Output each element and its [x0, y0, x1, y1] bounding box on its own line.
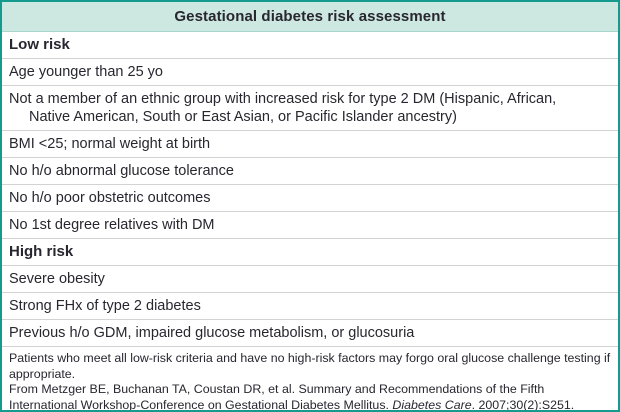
citation-suffix: . 2007;30(2):S251.: [471, 397, 575, 412]
footnote-low-risk-note: Patients who meet all low-risk criteria …: [9, 351, 611, 381]
low-risk-row-ethnicity-line2: Native American, South or East Asian, or…: [29, 109, 457, 125]
high-risk-row-fhx: Strong FHx of type 2 diabetes: [2, 293, 618, 320]
section-header-high-risk: High risk: [2, 239, 618, 266]
low-risk-row-glucose-tolerance: No h/o abnormal glucose tolerance: [2, 158, 618, 185]
citation-prefix: From Metzger BE, Buchanan TA, Coustan DR…: [9, 382, 545, 412]
low-risk-row-bmi: BMI <25; normal weight at birth: [2, 131, 618, 158]
low-risk-row-age: Age younger than 25 yo: [2, 59, 618, 86]
high-risk-row-gdm-history: Previous h/o GDM, impaired glucose metab…: [2, 320, 618, 347]
footnote-source-citation: From Metzger BE, Buchanan TA, Coustan DR…: [9, 382, 611, 412]
section-header-low-risk: Low risk: [2, 32, 618, 59]
low-risk-row-relatives: No 1st degree relatives with DM: [2, 212, 618, 239]
low-risk-row-obstetric-outcomes: No h/o poor obstetric outcomes: [2, 185, 618, 212]
low-risk-row-ethnicity-line1: Not a member of an ethnic group with inc…: [9, 91, 557, 107]
table-footnotes: Patients who meet all low-risk criteria …: [2, 347, 618, 412]
citation-journal: Diabetes Care: [392, 397, 472, 412]
high-risk-row-obesity: Severe obesity: [2, 266, 618, 293]
low-risk-row-ethnicity: Not a member of an ethnic group with inc…: [2, 86, 618, 131]
table-title: Gestational diabetes risk assessment: [2, 2, 618, 32]
